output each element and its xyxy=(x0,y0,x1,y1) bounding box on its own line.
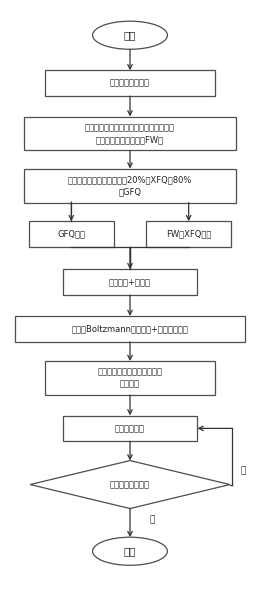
Bar xyxy=(15,316,245,342)
Text: 将种群随机的分成两部分：20%为XFQ，80%
为GFQ: 将种群随机的分成两部分：20%为XFQ，80% 为GFQ xyxy=(68,175,192,196)
Bar xyxy=(29,221,114,247)
Text: FW与XFQ交叉: FW与XFQ交叉 xyxy=(166,230,211,239)
Text: GFQ交叉: GFQ交叉 xyxy=(57,230,85,239)
Bar xyxy=(24,116,236,150)
Bar xyxy=(63,416,197,441)
Text: 种群更新操作: 种群更新操作 xyxy=(115,424,145,433)
Bar xyxy=(146,221,231,247)
Text: 是否满足收敛条件: 是否满足收敛条件 xyxy=(110,480,150,489)
Text: 开始: 开始 xyxy=(124,30,136,40)
Bar xyxy=(45,70,215,96)
Bar xyxy=(24,168,236,202)
Text: 计算种群中每个个体的适应度值，并记下
适应度值最好的个体（FW）: 计算种群中每个个体的适应度值，并记下 适应度值最好的个体（FW） xyxy=(85,123,175,144)
Bar xyxy=(63,269,197,295)
Text: 是: 是 xyxy=(150,515,155,524)
Bar xyxy=(45,361,215,395)
Text: 结束: 结束 xyxy=(124,546,136,556)
Text: 选择，Boltzmann选择策略+精英保留机制: 选择，Boltzmann选择策略+精英保留机制 xyxy=(72,324,188,333)
Text: 否: 否 xyxy=(241,467,246,476)
Text: 对于整体种群，采用进化低位
取补操作: 对于整体种群，采用进化低位 取补操作 xyxy=(98,368,162,389)
Text: 移码变异+普变异: 移码变异+普变异 xyxy=(109,278,151,287)
Text: 随机产生初始种群: 随机产生初始种群 xyxy=(110,79,150,88)
